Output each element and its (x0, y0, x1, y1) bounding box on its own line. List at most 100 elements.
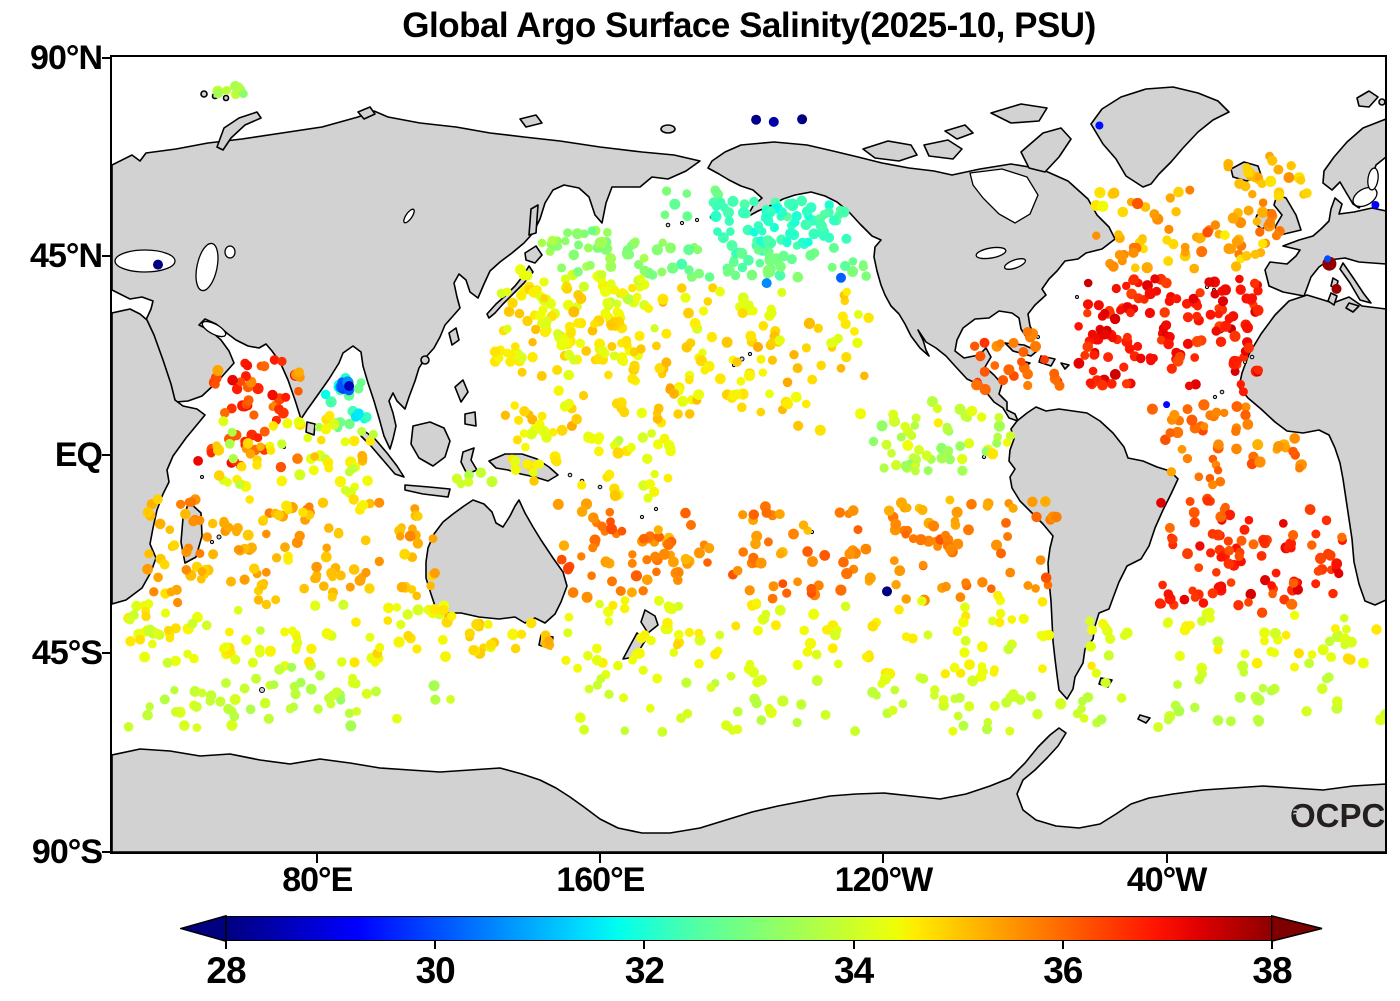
argo-float-dot (1220, 284, 1231, 296)
argo-float-dot (609, 351, 619, 361)
argo-float-dot (891, 460, 902, 471)
argo-float-dot (364, 583, 375, 594)
argo-float-dot (941, 581, 951, 592)
argo-float-dot (806, 583, 817, 594)
argo-float-dot (738, 510, 748, 520)
argo-float-dot (841, 233, 852, 244)
argo-float-dot (327, 592, 337, 602)
argo-float-dot (1230, 261, 1242, 272)
argo-float-dot (786, 254, 797, 265)
island-devon (944, 124, 974, 140)
argo-float-dot (315, 670, 326, 681)
argo-float-dot (749, 196, 759, 207)
argo-float-dot (959, 647, 970, 658)
argo-float-dot (1224, 314, 1234, 324)
argo-float-dot (838, 206, 850, 218)
argo-float-dot (605, 507, 615, 517)
argo-float-dot (1247, 293, 1258, 303)
argo-float-dot (1253, 715, 1265, 727)
argo-float-dot (308, 465, 319, 476)
argo-float-dot (791, 211, 802, 222)
argo-float-dot (186, 497, 197, 507)
argo-float-dot (738, 207, 750, 219)
argo-float-dot (351, 617, 361, 627)
argo-float-dot (1245, 588, 1257, 600)
argo-float-dot (911, 413, 921, 423)
argo-float-dot (269, 680, 279, 689)
argo-float-dot (642, 555, 652, 565)
argo-float-dot (340, 437, 350, 447)
argo-float-dot (796, 699, 807, 710)
argo-float-dot (789, 350, 799, 360)
argo-float-dot (1223, 243, 1235, 255)
argo-float-dot (189, 686, 201, 697)
argo-float-dot (964, 701, 975, 712)
argo-float-dot (566, 328, 576, 339)
argo-float-dot (282, 418, 293, 429)
argo-float-dot (281, 500, 292, 512)
argo-float-dot (889, 556, 899, 565)
argo-float-dot (1165, 193, 1176, 203)
argo-float-dot (936, 452, 948, 464)
argo-float-dot (553, 385, 564, 396)
baltic-sea (1352, 186, 1378, 208)
argo-float-dot (1301, 188, 1312, 199)
argo-float-dot (335, 570, 346, 581)
argo-float-dot (507, 628, 519, 641)
argo-float-dot (1273, 164, 1284, 175)
argo-float-dot (792, 363, 803, 374)
argo-float-dot (765, 389, 774, 399)
argo-float-dot (758, 227, 767, 236)
argo-float-dot (160, 608, 171, 618)
argo-float-dot (896, 432, 906, 442)
great-lakes-west (975, 246, 1007, 260)
argo-float-dot (225, 627, 234, 637)
argo-float-dot (1165, 428, 1175, 438)
argo-float-dot (807, 556, 818, 567)
colorbar-tick-mark (434, 941, 437, 949)
argo-float-dot (987, 584, 996, 593)
y-tick-label-90N: 90°N (30, 38, 103, 77)
argo-float-dot (650, 324, 659, 333)
argo-float-dot (1337, 532, 1347, 542)
argo-float-dot (324, 523, 334, 533)
argo-float-dot (223, 477, 232, 487)
argo-float-dot (259, 515, 269, 524)
argo-float-dot (1055, 698, 1067, 710)
argo-float-dot (220, 408, 230, 418)
argo-float-dot (808, 228, 820, 240)
argo-float-dot (1240, 181, 1251, 192)
argo-float-dot (1179, 594, 1190, 605)
argo-float-dot (867, 686, 878, 698)
argo-float-dot (945, 454, 955, 465)
argo-float-dot (412, 644, 422, 654)
argo-float-dot (587, 571, 596, 580)
argo-float-dot (838, 556, 849, 568)
argo-float-dot (664, 602, 676, 614)
argo-float-dot (590, 319, 599, 329)
argo-float-dot (517, 367, 527, 377)
argo-float-dot (1315, 552, 1327, 564)
caspian-sea (195, 242, 219, 292)
argo-float-dot (294, 386, 303, 396)
argo-float-dot (1114, 230, 1123, 239)
argo-float-dot (245, 449, 256, 459)
argo-float-dot (1273, 441, 1284, 452)
argo-float-dot (429, 604, 441, 615)
argo-float-dot (1267, 208, 1277, 219)
argo-float-dot (247, 657, 258, 668)
argo-float-dot (573, 290, 584, 300)
y-tick-mark (102, 453, 111, 456)
argo-float-dot (651, 244, 663, 256)
argo-float-dot (802, 647, 813, 657)
argo-float-dot (763, 537, 773, 547)
argo-float-dot (638, 586, 648, 596)
argo-float-dot (144, 549, 154, 559)
argo-float-dot (761, 507, 772, 518)
argo-float-dot (766, 707, 775, 716)
argo-float-dot (574, 240, 583, 250)
argo-float-dot (1149, 209, 1160, 220)
argo-float-dot (842, 287, 851, 297)
argo-float-dot (317, 435, 326, 445)
